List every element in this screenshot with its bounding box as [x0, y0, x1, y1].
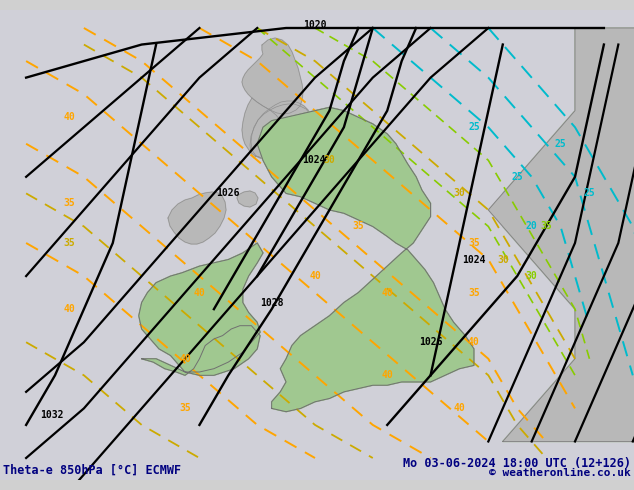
Polygon shape — [257, 107, 474, 412]
Text: Theta-e 850hPa [°C] ECMWF: Theta-e 850hPa [°C] ECMWF — [3, 464, 181, 477]
Text: 35: 35 — [179, 403, 191, 414]
Text: 35: 35 — [63, 198, 75, 208]
Polygon shape — [237, 191, 258, 207]
Text: © weatheronline.co.uk: © weatheronline.co.uk — [489, 468, 631, 478]
Text: 40: 40 — [63, 304, 75, 314]
Text: 1028: 1028 — [260, 297, 283, 308]
Text: 25: 25 — [512, 172, 523, 182]
Text: 40: 40 — [381, 370, 393, 380]
Text: 1024: 1024 — [302, 155, 326, 165]
Text: 1026: 1026 — [419, 337, 443, 347]
Text: 25: 25 — [583, 188, 595, 198]
Text: 40: 40 — [453, 403, 465, 414]
Text: 1020: 1020 — [303, 20, 327, 30]
Text: 30: 30 — [453, 188, 465, 198]
Polygon shape — [242, 98, 287, 160]
Text: 35: 35 — [63, 238, 75, 248]
Text: 40: 40 — [193, 288, 205, 297]
Text: 35: 35 — [353, 221, 364, 231]
Text: 25: 25 — [555, 139, 566, 149]
Text: 20: 20 — [526, 221, 538, 231]
Polygon shape — [139, 243, 263, 375]
Text: 30: 30 — [323, 155, 335, 165]
Polygon shape — [251, 104, 314, 158]
Text: 40: 40 — [381, 288, 393, 297]
Text: 1026: 1026 — [216, 188, 240, 198]
Polygon shape — [263, 107, 378, 160]
Polygon shape — [242, 38, 303, 114]
Text: 30: 30 — [497, 254, 508, 265]
Text: 40: 40 — [179, 354, 191, 364]
Text: 40: 40 — [468, 337, 480, 347]
Text: 35: 35 — [540, 221, 552, 231]
Polygon shape — [503, 28, 634, 441]
Text: 40: 40 — [309, 271, 321, 281]
Polygon shape — [139, 243, 263, 375]
Text: 1032: 1032 — [41, 410, 64, 420]
Text: 1024: 1024 — [462, 254, 486, 265]
Polygon shape — [488, 28, 634, 441]
Polygon shape — [250, 101, 313, 158]
Text: Mo 03-06-2024 18:00 UTC (12+126): Mo 03-06-2024 18:00 UTC (12+126) — [403, 457, 631, 470]
Text: 30: 30 — [526, 271, 538, 281]
Text: 35: 35 — [468, 288, 480, 297]
Text: 35: 35 — [468, 238, 480, 248]
Text: 40: 40 — [63, 112, 75, 122]
Polygon shape — [168, 192, 226, 244]
Text: 25: 25 — [468, 122, 480, 132]
Polygon shape — [257, 107, 474, 412]
